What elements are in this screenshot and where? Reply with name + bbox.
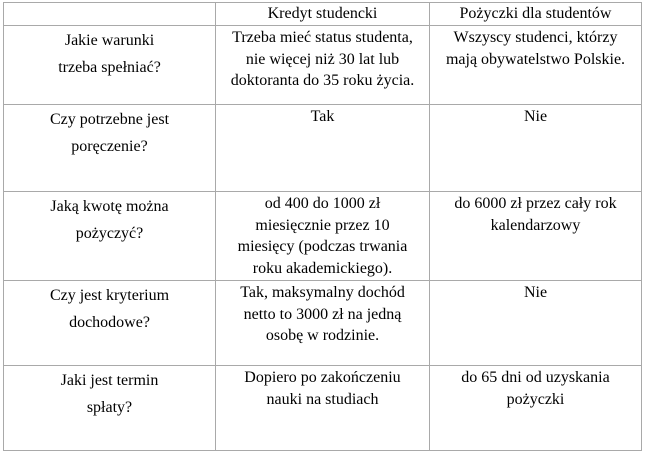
- pozyczki-cell: do 6000 zł przez cały rok kalendarzowy: [429, 191, 642, 281]
- cell-line: Czy potrzebne jest: [49, 111, 170, 128]
- cell-line: miesięcznie przez 10: [255, 216, 390, 234]
- cell-line: doktoranta do 35 roku życia.: [230, 72, 415, 89]
- cell-line: spłaty?: [86, 399, 133, 416]
- table-row: Jaki jest termin spłaty? Dopiero po zako…: [3, 365, 642, 451]
- cell-line: nie więcej niż 30 lat lub: [245, 50, 400, 68]
- cell-line: nauki na studiach: [266, 390, 379, 408]
- kredyt-cell: Trzeba mieć status studenta, nie więcej …: [215, 25, 430, 105]
- cell-line: kalendarzowy: [490, 216, 581, 234]
- cell-line: trzeba spełniać?: [58, 59, 161, 76]
- cell-line: Nie: [523, 284, 548, 301]
- comparison-table: Kredyt studencki Pożyczki dla studentów …: [3, 2, 642, 451]
- cell-line: roku akademickiego).: [252, 259, 393, 277]
- question-cell: Jakie warunki trzeba spełniać?: [3, 25, 216, 105]
- table-row: Czy potrzebne jest poręczenie? Tak Nie: [3, 104, 642, 192]
- table-row: Jakie warunki trzeba spełniać? Trzeba mi…: [3, 25, 642, 105]
- question-cell: Czy jest kryterium dochodowe?: [3, 280, 216, 366]
- header-empty-cell: [3, 2, 216, 26]
- cell-line: Jaki jest termin: [60, 372, 159, 389]
- kredyt-cell: Tak, maksymalny dochód netto to 3000 zł …: [215, 280, 430, 366]
- cell-line: pożyczyć?: [75, 225, 144, 242]
- cell-line: od 400 do 1000 zł: [264, 195, 381, 212]
- cell-line: Dopiero po zakończeniu: [244, 369, 401, 386]
- cell-line: Jaką kwotę można: [50, 198, 169, 215]
- cell-line: dochodowe?: [69, 314, 150, 331]
- cell-line: Jakie warunki: [64, 32, 155, 49]
- cell-line: Trzeba mieć status studenta,: [232, 29, 413, 46]
- cell-line: pożyczki: [506, 390, 565, 408]
- question-cell: Czy potrzebne jest poręczenie?: [3, 104, 216, 192]
- cell-line: do 65 dni od uzyskania: [461, 369, 610, 386]
- cell-line: netto to 3000 zł na jedną: [243, 305, 402, 323]
- pozyczki-cell: Nie: [429, 280, 642, 366]
- pozyczki-cell: do 65 dni od uzyskania pożyczki: [429, 365, 642, 451]
- cell-line: miesięcy (podczas trwania: [237, 238, 408, 255]
- pozyczki-cell: Nie: [429, 104, 642, 192]
- cell-line: do 6000 zł przez cały rok: [454, 195, 617, 212]
- question-cell: Jaką kwotę można pożyczyć?: [3, 191, 216, 281]
- header-row: Kredyt studencki Pożyczki dla studentów: [3, 2, 642, 26]
- header-pozyczki-dla-studentow: Pożyczki dla studentów: [429, 2, 642, 26]
- cell-line: Czy jest kryterium: [49, 287, 170, 304]
- cell-line: poręczenie?: [71, 138, 148, 155]
- cell-line: mają obywatelstwo Polskie.: [445, 50, 626, 68]
- table-row: Jaką kwotę można pożyczyć? od 400 do 100…: [3, 191, 642, 281]
- cell-line: osobę w rodzinie.: [265, 327, 380, 344]
- question-cell: Jaki jest termin spłaty?: [3, 365, 216, 451]
- kredyt-cell: Dopiero po zakończeniu nauki na studiach: [215, 365, 430, 451]
- kredyt-cell: od 400 do 1000 zł miesięcznie przez 10 m…: [215, 191, 430, 281]
- table-row: Czy jest kryterium dochodowe? Tak, maksy…: [3, 280, 642, 366]
- cell-line: Tak: [310, 108, 335, 125]
- cell-line: Nie: [523, 108, 548, 125]
- kredyt-cell: Tak: [215, 104, 430, 192]
- cell-line: Tak, maksymalny dochód: [240, 284, 405, 301]
- header-kredyt-studencki: Kredyt studencki: [215, 2, 430, 26]
- cell-line: Wszyscy studenci, którzy: [453, 29, 618, 46]
- pozyczki-cell: Wszyscy studenci, którzy mają obywatelst…: [429, 25, 642, 105]
